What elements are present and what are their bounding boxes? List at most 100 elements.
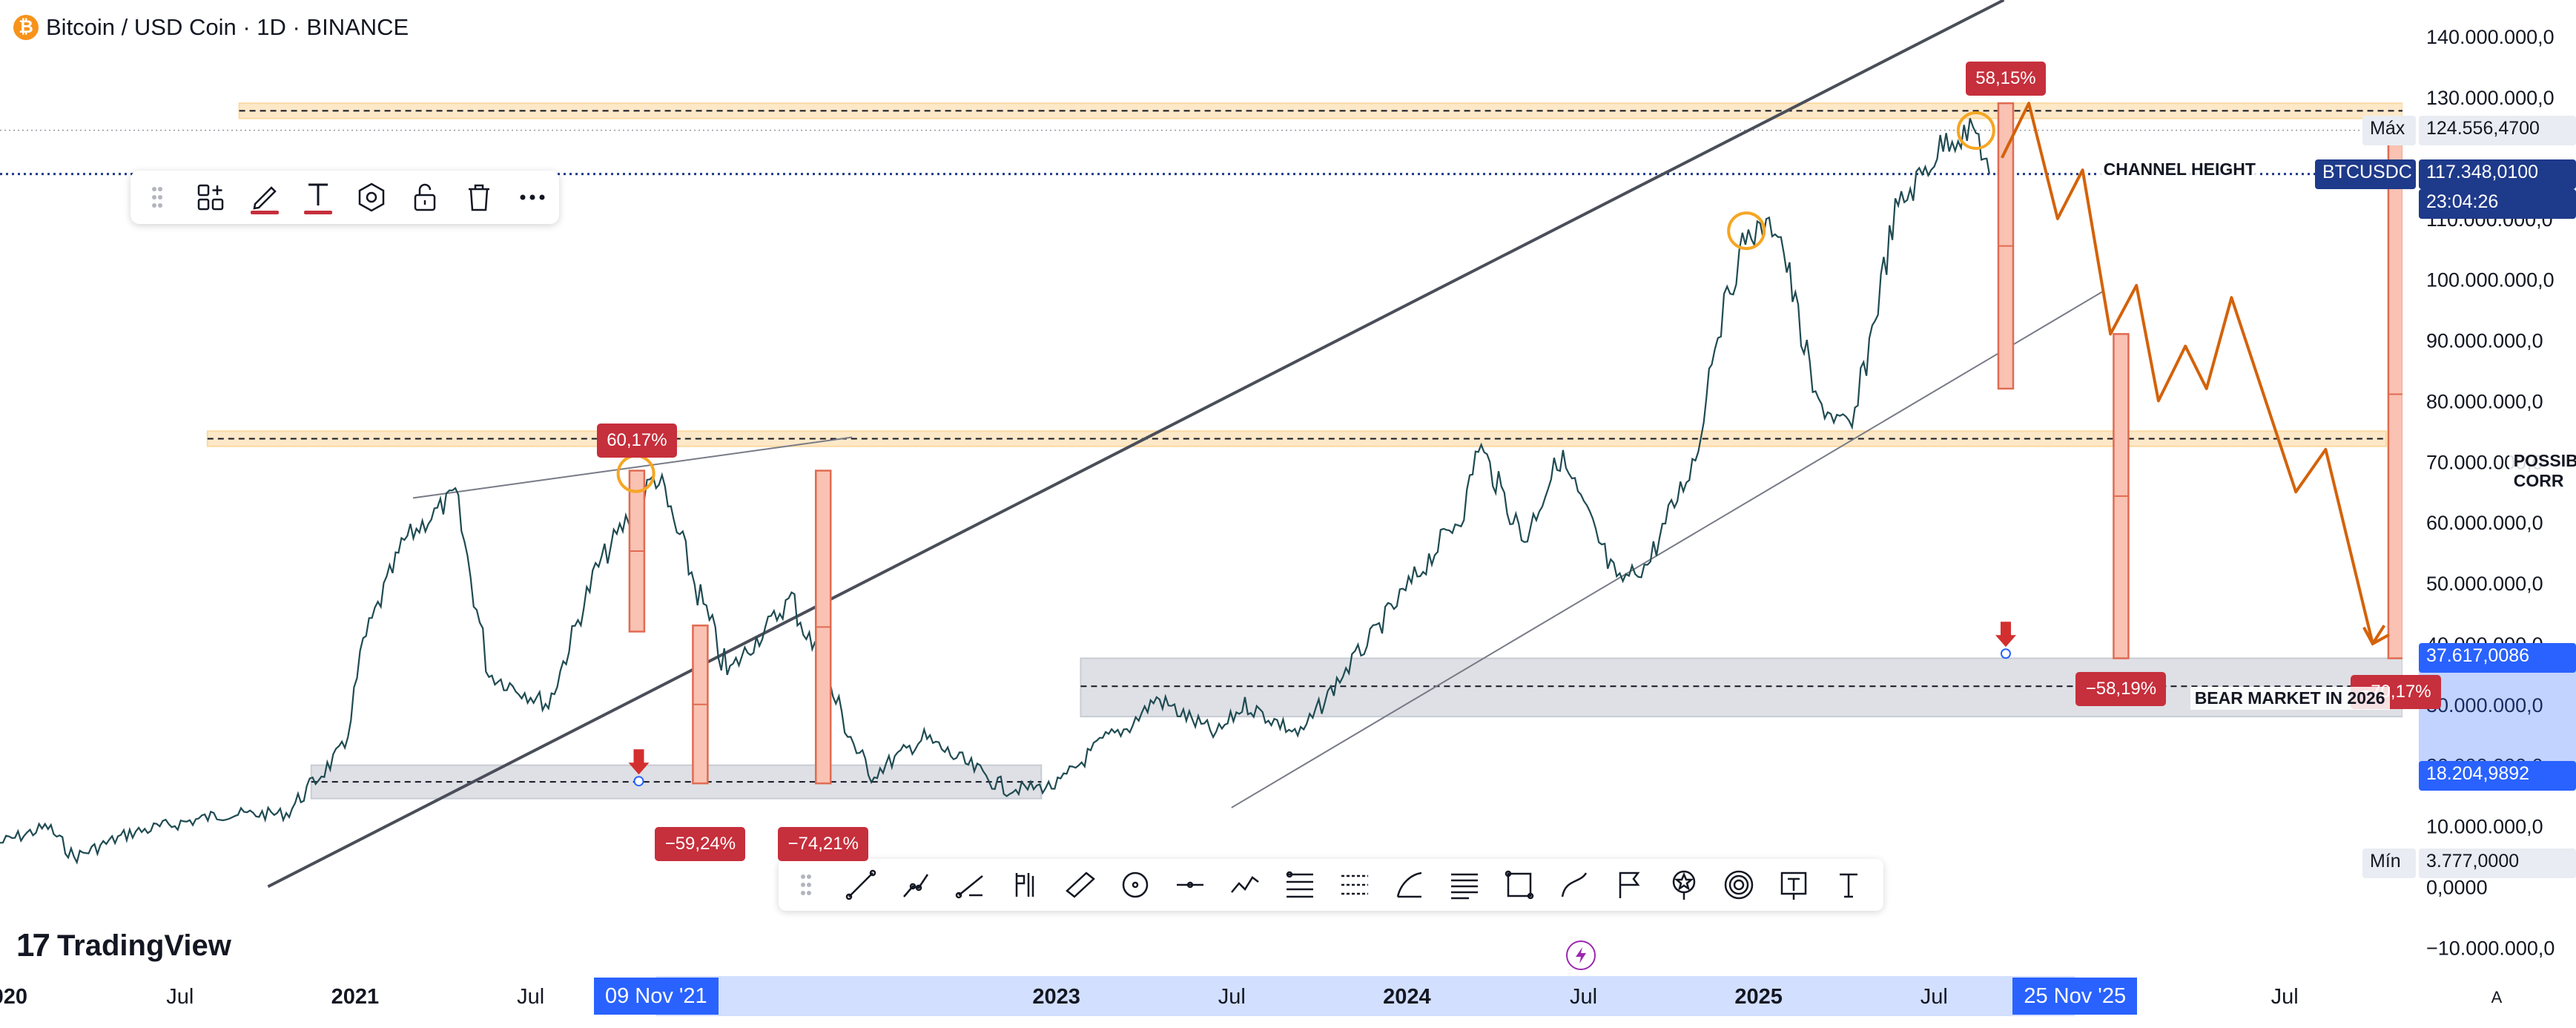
x-axis-selection <box>655 976 2075 1016</box>
multi-point-icon[interactable] <box>888 859 943 911</box>
trendlines-layer <box>267 0 2104 889</box>
ray-lines-icon[interactable] <box>1437 859 1492 911</box>
trend-line-icon[interactable] <box>833 859 888 911</box>
trendline <box>267 0 2005 889</box>
y-range-band <box>2419 658 2576 777</box>
y-tick-label: 80.000.000,0 <box>2426 390 2543 412</box>
y-tick-label: 10.000.000,0 <box>2426 816 2543 838</box>
tradingview-mark: 17 <box>16 927 50 963</box>
circle-tool-icon[interactable] <box>1108 859 1163 911</box>
measure-label: −59,24% <box>655 827 746 862</box>
curve-icon[interactable] <box>1547 859 1602 911</box>
drag-handle-icon[interactable] <box>779 859 833 911</box>
x-tick-label: Jul <box>1569 985 1598 1009</box>
selection-end-date[interactable]: 25 Nov '25 <box>2012 978 2138 1015</box>
x-tick-label: 2025 <box>1734 985 1783 1009</box>
x-tick-label: 2020 <box>0 985 27 1009</box>
trendline <box>1231 291 2104 808</box>
y-tick-label: 50.000.000,0 <box>2426 573 2543 595</box>
fib-retracement-icon[interactable] <box>1272 859 1327 911</box>
arc-icon[interactable] <box>1382 859 1437 911</box>
y-tick-label: 30.000.000,0 <box>2426 694 2543 716</box>
y-tick-label: 140.000.000,0 <box>2426 26 2554 48</box>
projection-path <box>2001 102 2386 645</box>
trendline <box>412 436 853 499</box>
zone-rect <box>1080 657 2403 718</box>
replay-button[interactable] <box>1566 940 1596 970</box>
x-tick-label: Jul <box>166 985 194 1009</box>
pencil-icon[interactable] <box>238 171 291 224</box>
lightning-icon <box>1576 947 1586 963</box>
y-tick-label: −10.000.000,0 <box>2426 937 2554 959</box>
x-tick-label: Jul <box>1218 985 1246 1009</box>
auto-scale-button[interactable]: A <box>2486 986 2508 1009</box>
sell-arrow-anchor <box>2000 648 2011 659</box>
highlight-circle <box>1727 211 1766 251</box>
projection-arrowhead <box>2362 626 2390 646</box>
chart-annotation: CHANNEL HEIGHT <box>2098 158 2260 182</box>
x-tick-label: Jul <box>2270 985 2299 1009</box>
trash-icon[interactable] <box>452 171 506 224</box>
countdown-tag: 23:04:26 <box>2419 188 2576 219</box>
chart-header[interactable]: ₿ Bitcoin / USD Coin · 1D · BINANCE <box>13 10 409 45</box>
selection-start-date[interactable]: 09 Nov '21 <box>593 978 719 1015</box>
fib-levels-icon[interactable] <box>1327 859 1382 911</box>
zones-layer <box>0 102 2404 800</box>
y-tick-label: 90.000.000,0 <box>2426 330 2543 352</box>
measure-label: −58,19% <box>2075 672 2167 707</box>
highlight-circle <box>1956 111 1995 151</box>
text-icon[interactable] <box>1821 859 1876 911</box>
visibility-icon[interactable] <box>345 171 398 224</box>
range-bottom-tag: 18.204,9892 <box>2419 761 2576 791</box>
current-price-tag: 117.348,0100 <box>2419 159 2576 189</box>
text-box-icon[interactable] <box>1766 859 1821 911</box>
unlock-icon[interactable] <box>398 171 452 224</box>
tradingview-wordmark: TradingView <box>56 929 231 962</box>
x-tick-label: Jul <box>517 985 545 1009</box>
templates-icon[interactable] <box>184 171 237 224</box>
sell-arrow <box>628 749 650 775</box>
current-symbol-tag: BTCUSDC <box>2315 159 2416 189</box>
x-tick-label: 2024 <box>1383 985 1431 1009</box>
arrows-layer <box>628 622 2016 787</box>
sell-arrow <box>1995 622 2016 648</box>
x-tick-label: 2023 <box>1032 985 1080 1009</box>
sell-arrow-anchor <box>633 776 644 787</box>
y-tick-label: 100.000.000,0 <box>2426 269 2554 291</box>
projection-layer <box>2001 102 2390 646</box>
y-tick-label: 60.000.000,0 <box>2426 512 2543 534</box>
text-icon[interactable] <box>291 171 345 224</box>
more-icon[interactable] <box>506 171 559 224</box>
star-icon[interactable] <box>1657 859 1711 911</box>
drawing-tools-toolbar <box>779 859 1883 911</box>
measure-label: −74,21% <box>778 827 869 862</box>
price-series-line <box>0 118 1990 865</box>
drawing-floating-toolbar <box>131 171 559 224</box>
target-icon[interactable] <box>1711 859 1766 911</box>
chart-annotation: BEAR MARKET IN 2026 <box>2190 686 2390 710</box>
x-tick-label: Jul <box>1920 985 1948 1009</box>
parallel-channel-icon[interactable] <box>1053 859 1108 911</box>
flag-icon[interactable] <box>1602 859 1657 911</box>
measure-label: 60,17% <box>596 423 677 458</box>
horizontal-ray-icon[interactable] <box>1163 859 1218 911</box>
y-tick-label: 0,0000 <box>2426 876 2488 898</box>
max-value: 124.556,4700 <box>2419 115 2576 145</box>
auto-scale-label: A <box>2491 988 2503 1006</box>
min-label: Mín <box>2362 849 2416 879</box>
price-series-layer <box>0 118 1990 865</box>
path-icon[interactable] <box>1218 859 1272 911</box>
drag-handle-icon[interactable] <box>131 171 184 224</box>
range-top-tag: 37.617,0086 <box>2419 643 2576 673</box>
min-value: 3.777,0000 <box>2419 849 2576 879</box>
long-position-icon[interactable] <box>998 859 1053 911</box>
tradingview-logo: 17 TradingView <box>16 927 231 964</box>
measure-label: 58,15% <box>1965 62 2046 96</box>
trend-angle-icon[interactable] <box>943 859 998 911</box>
x-tick-label: 2021 <box>331 985 380 1009</box>
rectangle-icon[interactable] <box>1492 859 1547 911</box>
chart-annotation: POSSIBLE CORR <box>2509 449 2576 493</box>
symbol-title[interactable]: Bitcoin / USD Coin · 1D · BINANCE <box>46 14 409 40</box>
max-label: Máx <box>2362 115 2416 145</box>
measures-layer <box>628 102 2405 785</box>
